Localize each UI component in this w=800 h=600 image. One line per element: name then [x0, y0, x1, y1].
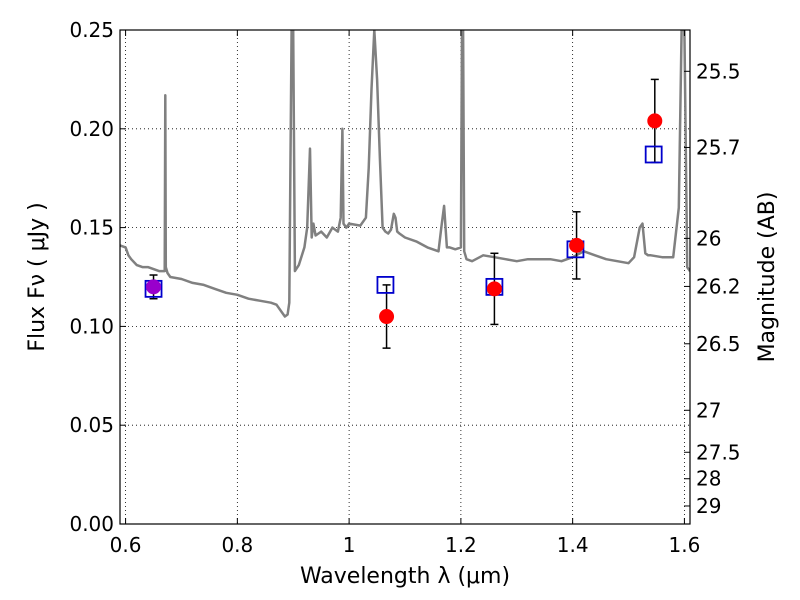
y-tick-label: 0.25: [69, 18, 114, 42]
y2-tick-label: 26.2: [696, 274, 741, 298]
x-tick-label: 1.2: [445, 533, 477, 557]
y-tick-label: 0.15: [69, 216, 114, 240]
observed-point: [146, 279, 162, 295]
axis-ticks: 0.6 0.8 1 1.2 1.4 1.6 0.00 0.05 0.10 0.15 0.20 0.25…: [69, 18, 740, 557]
y-tick-label: 0.20: [69, 117, 114, 141]
x-tick-label: 0.6: [110, 533, 142, 557]
x-tick-label: 0.8: [221, 533, 253, 557]
model-spectrum: [120, 30, 690, 318]
x-axis-title: Wavelength λ (μm): [300, 564, 510, 589]
x-tick-label: 1.4: [557, 533, 589, 557]
x-tick-label: 1: [343, 533, 356, 557]
plot-background: [120, 30, 690, 524]
y2-tick-label: 26.5: [696, 332, 741, 356]
model-photometry-square: [644, 145, 663, 164]
y2-tick-label: 25.7: [696, 135, 741, 159]
y2-tick-label: 29: [696, 494, 721, 518]
observed-point: [486, 281, 502, 297]
model-photometry-square: [376, 276, 395, 294]
y2-tick-label: 27.5: [696, 440, 741, 464]
x-tick-label: 1.6: [669, 533, 701, 557]
spectrum-line: [120, 30, 690, 318]
y2-tick-label: 28: [696, 467, 721, 491]
photometry-points: [144, 78, 663, 349]
observed-point: [647, 113, 663, 129]
y-tick-label: 0.10: [69, 314, 114, 338]
y2-tick-label: 25.5: [696, 59, 741, 83]
plot-frame: [119, 29, 691, 525]
y-tick-label: 0.05: [69, 413, 114, 437]
y2-tick-label: 27: [696, 398, 721, 422]
observed-point: [569, 237, 585, 253]
y2-axis-title: Magnitude (AB): [755, 192, 780, 363]
y2-tick-label: 26: [696, 226, 721, 250]
y-axis-title: Flux Fν ( μJy ): [25, 202, 50, 351]
y-tick-label: 0.00: [69, 512, 114, 536]
observed-point: [379, 309, 395, 325]
